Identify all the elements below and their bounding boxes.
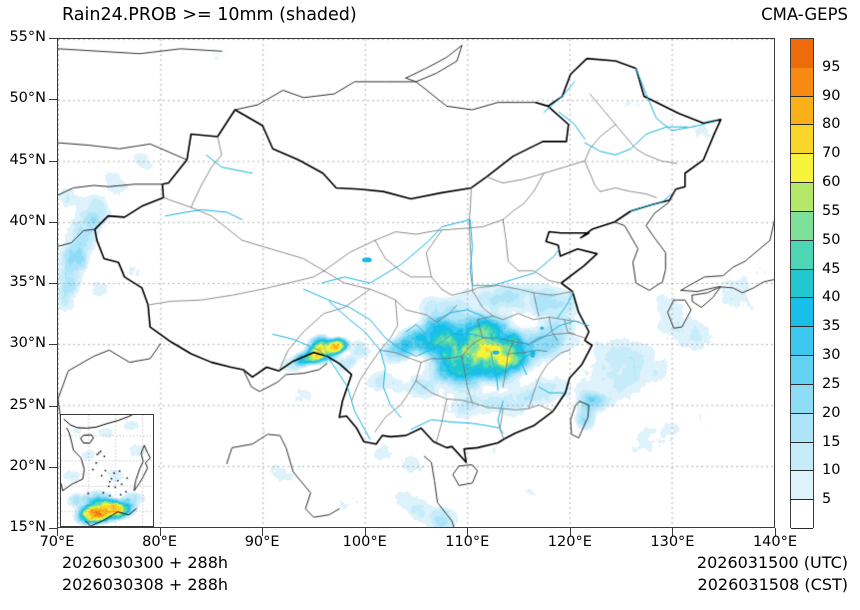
y-axis-tick bbox=[49, 221, 57, 223]
x-axis-tick-label: 120°E bbox=[547, 534, 592, 550]
colorbar-tick-label: 10 bbox=[822, 462, 841, 479]
colorbar-tick-label: 25 bbox=[822, 375, 841, 392]
y-axis-tick-label: 50°N bbox=[9, 90, 46, 107]
colorbar-swatch bbox=[791, 298, 813, 328]
footer-init-utc: 2026030300 + 288h bbox=[62, 553, 229, 572]
colorbar-swatch bbox=[791, 500, 813, 529]
south-china-sea-inset-frame bbox=[60, 414, 154, 527]
colorbar-tick-label: 90 bbox=[822, 87, 841, 104]
colorbar-tick-label: 5 bbox=[822, 491, 832, 508]
colorbar-tick-label: 30 bbox=[822, 347, 841, 364]
south-china-sea-inset-raster bbox=[61, 415, 153, 526]
footer-init-cst: 2026030308 + 288h bbox=[62, 575, 229, 594]
precipitation-probability-raster bbox=[58, 39, 774, 527]
x-axis-tick-label: 100°E bbox=[342, 534, 387, 550]
x-axis-tick bbox=[364, 528, 366, 536]
colorbar-swatch bbox=[791, 356, 813, 385]
colorbar-swatch bbox=[791, 39, 813, 68]
y-axis-tick bbox=[49, 283, 57, 284]
colorbar-tick-label: 35 bbox=[822, 318, 841, 335]
colorbar-tick-label: 55 bbox=[822, 202, 841, 219]
colorbar-swatch bbox=[791, 240, 813, 270]
x-axis-tick bbox=[775, 528, 776, 536]
x-axis-tick-label: 90°E bbox=[244, 534, 280, 550]
colorbar-swatch bbox=[791, 67, 813, 97]
y-axis-tick bbox=[49, 466, 57, 468]
x-axis-tick bbox=[467, 528, 469, 536]
colorbar-swatch bbox=[791, 327, 813, 357]
colorbar-tick-label: 95 bbox=[822, 58, 841, 75]
y-axis-tick-label: 25°N bbox=[9, 396, 46, 413]
colorbar-swatch bbox=[791, 154, 813, 184]
x-axis-tick bbox=[57, 528, 58, 536]
colorbar-tick-label: 60 bbox=[822, 174, 841, 191]
x-axis-tick bbox=[672, 528, 674, 536]
colorbar-swatch bbox=[791, 269, 813, 299]
colorbar-swatch bbox=[791, 413, 813, 443]
y-axis-tick-label: 20°N bbox=[9, 457, 46, 474]
colorbar bbox=[790, 38, 814, 529]
y-axis-tick bbox=[49, 528, 57, 529]
y-axis-tick-label: 35°N bbox=[9, 274, 46, 290]
colorbar-tick-label: 15 bbox=[822, 433, 841, 450]
y-axis-tick-label: 55°N bbox=[9, 29, 46, 45]
y-axis-tick bbox=[49, 160, 57, 162]
x-axis-tick bbox=[159, 528, 161, 536]
colorbar-swatch bbox=[791, 211, 813, 241]
x-axis-tick-label: 130°E bbox=[650, 534, 695, 550]
model-label: CMA-GEPS bbox=[761, 5, 848, 24]
y-axis-tick-label: 30°N bbox=[9, 335, 46, 352]
y-axis-tick bbox=[49, 99, 57, 101]
x-axis-tick bbox=[262, 528, 264, 536]
colorbar-swatch bbox=[791, 125, 813, 155]
y-axis-tick-label: 40°N bbox=[9, 212, 46, 229]
y-axis-tick-label: 15°N bbox=[9, 519, 46, 535]
x-axis-tick-label: 110°E bbox=[445, 534, 490, 550]
page-title: Rain24.PROB >= 10mm (shaded) bbox=[62, 5, 357, 25]
colorbar-tick-label: 80 bbox=[822, 116, 841, 133]
colorbar-tick-label: 50 bbox=[822, 231, 841, 248]
footer-valid-cst: 2026031508 (CST) bbox=[697, 575, 848, 594]
colorbar-tick-label: 45 bbox=[822, 260, 841, 277]
map-plot-area bbox=[57, 38, 775, 528]
y-axis-tick bbox=[49, 344, 57, 346]
colorbar-tick-label: 40 bbox=[822, 289, 841, 306]
y-axis-tick bbox=[49, 405, 57, 407]
footer-valid-utc: 2026031500 (UTC) bbox=[696, 553, 848, 572]
colorbar-swatch bbox=[791, 442, 813, 472]
colorbar-swatch bbox=[791, 471, 813, 501]
y-axis-tick bbox=[49, 38, 57, 39]
x-axis-tick bbox=[569, 528, 571, 536]
x-axis-tick-label: 80°E bbox=[142, 534, 177, 550]
y-axis-tick-label: 45°N bbox=[9, 151, 46, 168]
colorbar-swatch bbox=[791, 384, 813, 414]
x-axis-tick-label: 140°E bbox=[752, 534, 798, 550]
x-axis-tick-label: 70°E bbox=[39, 534, 75, 550]
colorbar-tick-label: 20 bbox=[822, 404, 841, 421]
colorbar-swatch bbox=[791, 183, 813, 212]
colorbar-tick-label: 70 bbox=[822, 145, 841, 162]
colorbar-swatch bbox=[791, 96, 813, 126]
